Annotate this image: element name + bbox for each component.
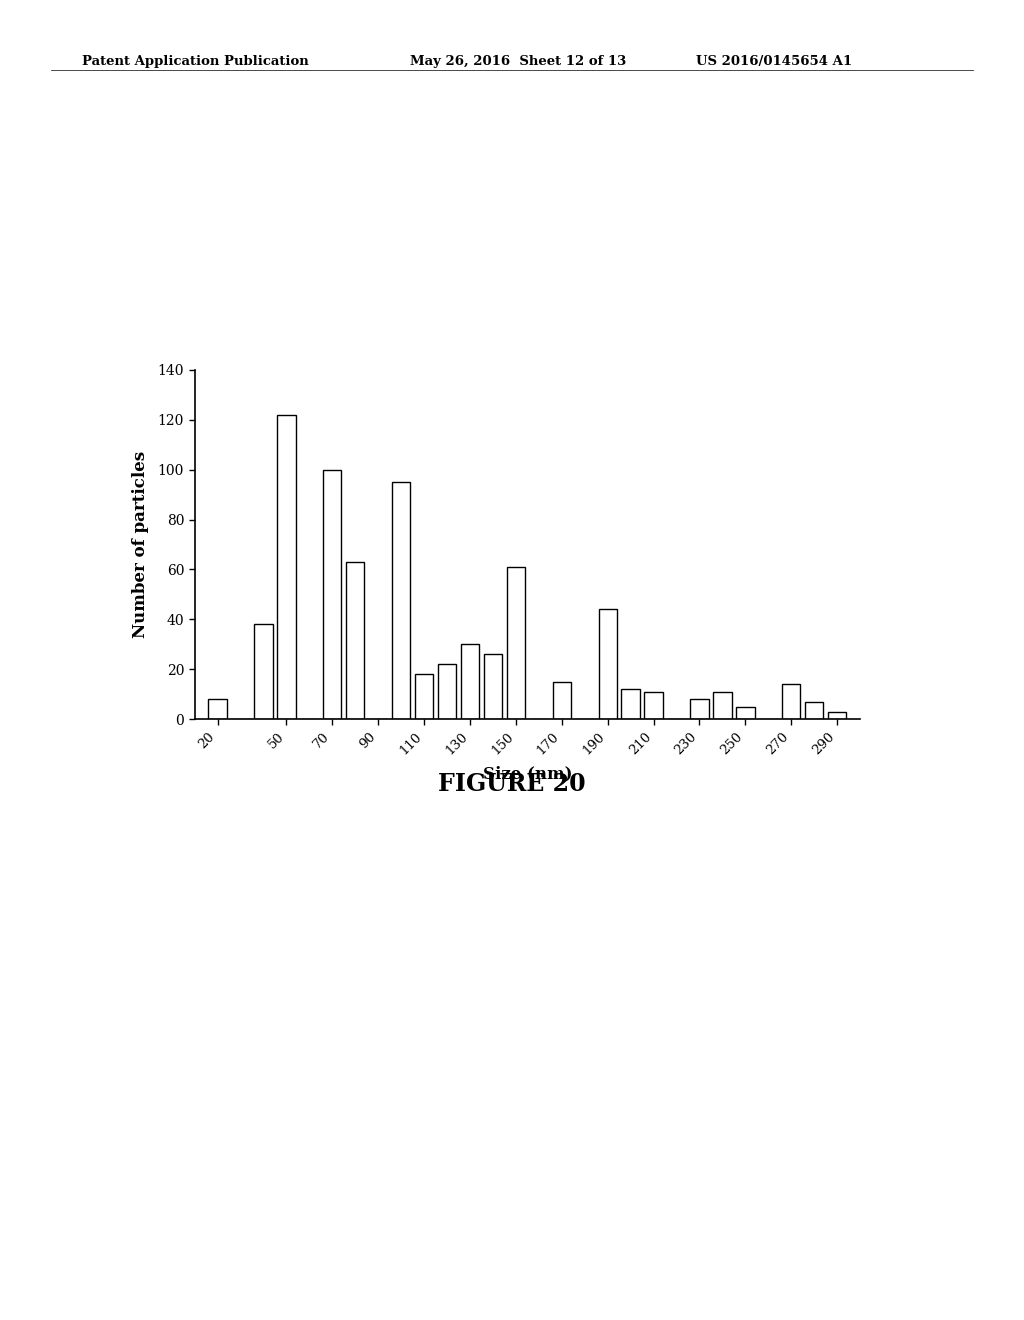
X-axis label: Size (nm): Size (nm) [482,766,572,783]
Bar [736,708,755,719]
Text: FIGURE 20: FIGURE 20 [438,772,586,796]
Bar [507,568,525,719]
Bar [438,664,457,719]
Bar [254,624,272,719]
Bar [714,692,731,719]
Bar [828,711,847,719]
Bar [553,682,571,719]
Bar [644,692,663,719]
Bar [208,700,226,719]
Bar [346,562,365,719]
Bar [622,689,640,719]
Bar [782,684,801,719]
Y-axis label: Number of particles: Number of particles [132,451,150,638]
Bar [805,702,823,719]
Bar [598,610,616,719]
Bar [461,644,479,719]
Bar [690,700,709,719]
Bar [415,675,433,719]
Bar [324,470,341,719]
Bar [278,414,296,719]
Text: US 2016/0145654 A1: US 2016/0145654 A1 [696,55,852,69]
Bar [483,655,502,719]
Bar [392,482,411,719]
Text: May 26, 2016  Sheet 12 of 13: May 26, 2016 Sheet 12 of 13 [410,55,626,69]
Text: Patent Application Publication: Patent Application Publication [82,55,308,69]
